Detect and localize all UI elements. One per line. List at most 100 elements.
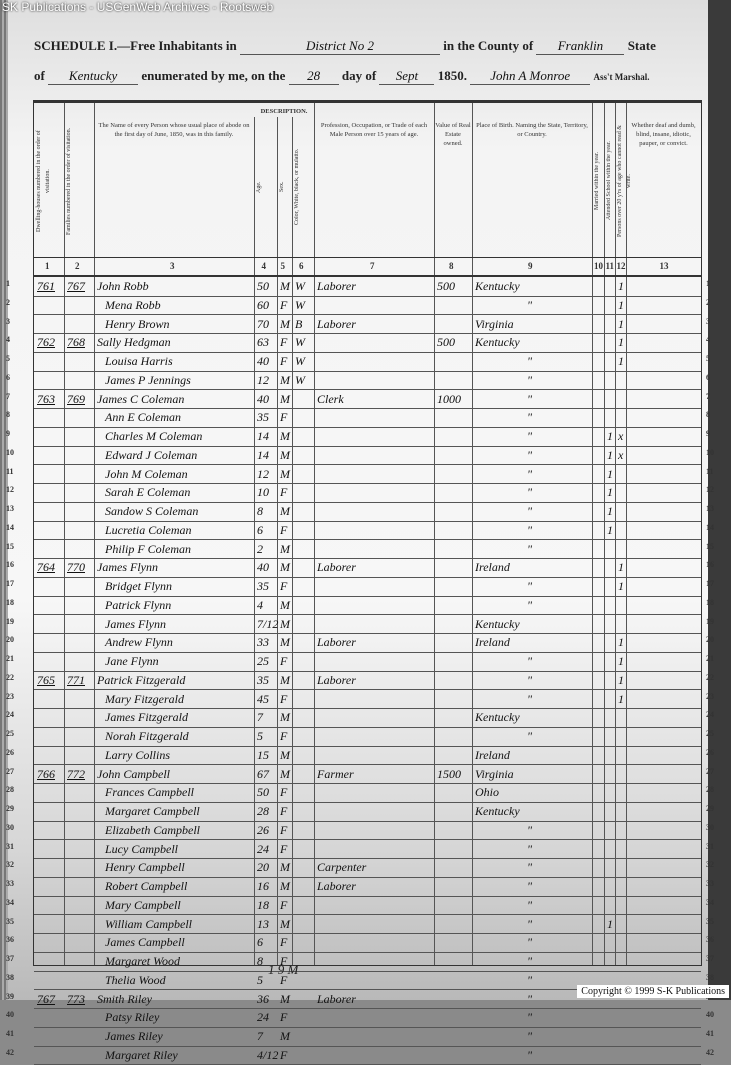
table-row: 3 3 Henry Brown 70 M B Laborer Virginia 1: [6, 315, 710, 335]
occupation: Laborer: [317, 279, 356, 293]
header-rule: [34, 257, 701, 258]
line-number-right: 22: [706, 672, 714, 682]
age: 35: [257, 579, 269, 593]
birthplace: ": [527, 916, 533, 931]
column-header-8: Value of Real Estate owned.: [435, 122, 471, 147]
line-number-right: 32: [706, 860, 714, 870]
state-value: Kentucky: [48, 68, 139, 85]
birthplace: Kentucky: [475, 616, 520, 631]
line-number-right: 37: [706, 954, 714, 963]
birthplace: ": [527, 860, 533, 875]
sex: F: [280, 1010, 288, 1025]
person-name: Patrick Fitzgerald: [97, 672, 186, 687]
cannot-read-write: 1: [618, 579, 624, 593]
header-line-1: SCHEDULE I.—Free Inhabitants in District…: [34, 38, 656, 55]
line-number: 36: [6, 935, 14, 945]
sex: M: [280, 541, 290, 556]
column-divider: [615, 103, 616, 965]
column-header-1: Dwelling-houses numbered in the order of…: [36, 130, 51, 232]
color: B: [295, 316, 303, 331]
table-row: 36 36 James Campbell 6 F ": [6, 933, 714, 953]
birthplace: Ohio: [475, 785, 499, 800]
line-number-right: 34: [706, 897, 714, 907]
family-number: 767: [67, 279, 85, 293]
person-name: James Riley: [105, 1029, 163, 1043]
real-estate-value: 500: [437, 335, 455, 350]
person-name: Sandow S Coleman: [105, 504, 199, 518]
color: W: [295, 297, 305, 312]
cannot-read-write: 1: [618, 297, 624, 312]
sex: M: [280, 991, 290, 1006]
family-number: 768: [67, 335, 85, 350]
age: 6: [257, 935, 263, 950]
line-number-right: 25: [706, 729, 714, 738]
age: 16: [257, 879, 269, 893]
person-name: Ann E Coleman: [105, 410, 181, 425]
sex: M: [280, 560, 290, 575]
column-number-6: 6: [299, 261, 304, 271]
person-name: Lucy Campbell: [105, 841, 178, 856]
column-number-5: 5: [280, 261, 286, 271]
line-number: 24: [6, 710, 14, 720]
sex: F: [280, 654, 288, 668]
table-row: 35 35 William Campbell 13 M " 1: [6, 915, 714, 935]
table-row: 28 28 Frances Campbell 50 F Ohio: [6, 783, 714, 803]
line-number: 27: [6, 766, 14, 776]
column-header-4: Age.: [256, 181, 262, 193]
column-number-13: 13: [659, 261, 669, 271]
sex: F: [280, 935, 288, 950]
column-number-3: 3: [170, 261, 175, 271]
column-divider: [592, 103, 593, 965]
line-number: 1: [6, 279, 10, 288]
cannot-read-write: 1: [618, 560, 624, 575]
district-value: District No 2: [240, 38, 440, 55]
dwelling-number: 763: [37, 391, 55, 406]
person-name: Lucretia Coleman: [105, 522, 192, 537]
line-number: 15: [6, 541, 14, 551]
age: 8: [257, 954, 263, 968]
day-of-label: day of: [341, 68, 377, 83]
school: 1: [607, 429, 613, 443]
age: 4: [257, 597, 263, 612]
dwelling-number: 765: [37, 672, 55, 687]
table-row: 2 2 Mena Robb 60 F W " 1: [6, 296, 710, 316]
line-number: 4: [6, 335, 10, 345]
age: 70: [257, 316, 269, 331]
line-number: 39: [6, 991, 14, 1001]
sex: M: [280, 1029, 290, 1043]
column-header-6: Color, White, black, or mulatto.: [294, 148, 300, 226]
person-name: Edward J Coleman: [105, 447, 198, 462]
line-number-right: 18: [706, 597, 714, 607]
birthplace: Ireland: [475, 747, 510, 762]
sex: M: [280, 279, 290, 293]
state-label: State: [627, 38, 656, 53]
age: 24: [257, 1010, 269, 1025]
birthplace: Kentucky: [475, 804, 520, 818]
column-divider: [314, 103, 315, 965]
line-number: 3: [6, 316, 10, 326]
person-name: Henry Campbell: [105, 860, 185, 875]
birthplace: ": [527, 1029, 533, 1043]
scan-border: [708, 0, 731, 1000]
cannot-read-write: 1: [618, 691, 624, 706]
sex: M: [280, 635, 290, 650]
county-label: in the County of: [443, 38, 534, 53]
age: 63: [257, 335, 269, 350]
age: 7: [257, 710, 263, 725]
table-row: 30 30 Elizabeth Campbell 26 F ": [6, 821, 714, 841]
birthplace: ": [527, 897, 533, 912]
column-header-7: Profession, Occupation, or Trade of each…: [320, 122, 428, 138]
table-row: 31 31 Lucy Campbell 24 F ": [6, 840, 714, 860]
sex: M: [280, 860, 290, 875]
person-name: Frances Campbell: [105, 785, 194, 800]
line-number: 29: [6, 804, 14, 813]
line-number: 38: [6, 972, 14, 982]
birthplace: ": [527, 972, 533, 987]
table-row: 25 25 Norah Fitzgerald 5 F ": [6, 727, 714, 747]
birthplace: ": [527, 447, 533, 462]
sex: F: [280, 297, 288, 312]
line-number: 12: [6, 485, 14, 495]
table-row: 24 24 James Fitzgerald 7 M Kentucky: [6, 708, 714, 728]
table-row: 9 9 Charles M Coleman 14 M " 1 x: [6, 427, 710, 447]
line-number-right: 8: [706, 410, 710, 420]
